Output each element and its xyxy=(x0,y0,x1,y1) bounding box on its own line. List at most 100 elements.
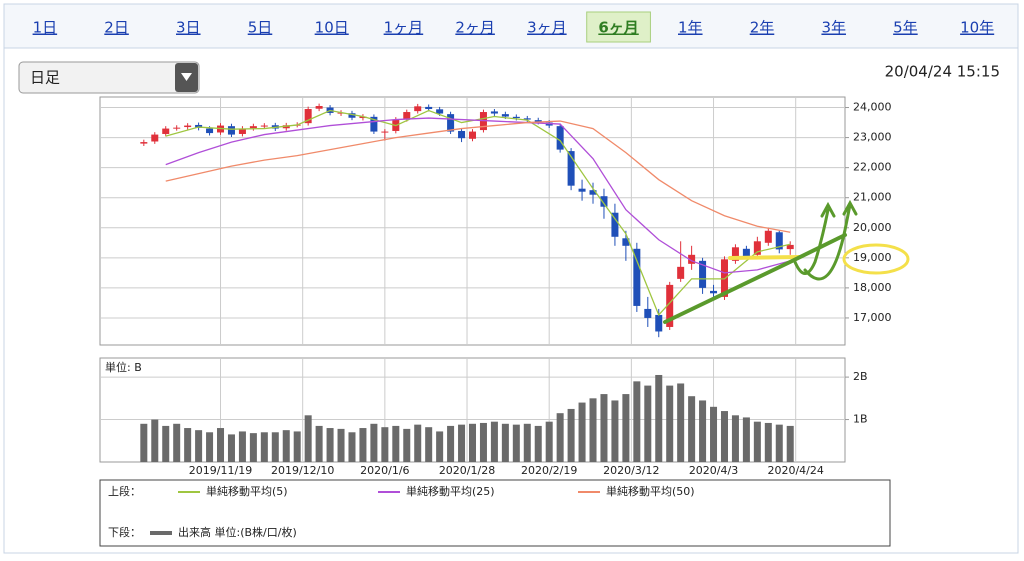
volume-bar xyxy=(567,408,575,462)
candle-body xyxy=(622,238,630,246)
legend-prefix: 下段： xyxy=(108,525,141,539)
timestamp: 20/04/24 15:15 xyxy=(885,63,1000,81)
x-tick-label: 2020/2/19 xyxy=(521,464,577,477)
x-tick-label: 2019/11/19 xyxy=(189,464,252,477)
candle-body xyxy=(249,126,257,129)
active-tab-bg xyxy=(586,11,651,43)
plots: 17,000 18,000 19,000 20,000 21,000 22,000 23,0… xyxy=(100,97,892,539)
volume-bar xyxy=(403,428,411,462)
candle-body xyxy=(556,126,564,150)
volume-bar xyxy=(677,383,685,462)
dropdown-box[interactable] xyxy=(18,61,200,94)
tab[interactable]: 2日 xyxy=(104,19,129,37)
dropdown-label[interactable]: 日足 xyxy=(30,69,60,87)
legend-prefix: 上段： xyxy=(108,484,141,498)
tab[interactable]: 10日 xyxy=(315,19,349,37)
volume-bar xyxy=(260,432,268,462)
y-tick-label: 1B xyxy=(853,413,868,426)
volume-bar xyxy=(720,411,728,462)
volume-bar xyxy=(173,423,181,462)
x-tick-label: 2020/1/6 xyxy=(360,464,409,477)
candle-body xyxy=(227,126,235,135)
volume-bar xyxy=(501,423,509,462)
tab[interactable]: 5日 xyxy=(248,19,273,37)
tab[interactable]: 3日 xyxy=(176,19,201,37)
volume-bar xyxy=(611,400,619,462)
candle-body xyxy=(184,125,192,128)
candle-body xyxy=(238,128,246,134)
tab[interactable]: 2ヶ月 xyxy=(455,19,495,37)
tab[interactable]: 1日 xyxy=(33,19,58,37)
y-tick-label: 19,000 xyxy=(853,251,892,264)
candle-body xyxy=(666,284,674,327)
volume-bar xyxy=(468,423,477,462)
candle-body xyxy=(414,106,422,112)
candle-body xyxy=(710,290,718,294)
volume-bar xyxy=(622,394,630,462)
candle-body xyxy=(600,196,608,207)
y-tick-label: 22,000 xyxy=(853,161,892,174)
candle-body xyxy=(655,314,663,332)
y-tick-label: 24,000 xyxy=(853,101,892,114)
hand-drawn-arrow xyxy=(793,201,836,275)
volume-bar xyxy=(699,400,707,462)
tab[interactable]: 10年 xyxy=(960,19,994,37)
volume-bar xyxy=(315,425,323,462)
volume-bar xyxy=(238,431,246,462)
candle-body xyxy=(447,114,455,132)
volume-bar xyxy=(556,413,564,462)
candle-body xyxy=(151,134,159,142)
candle-body xyxy=(753,241,761,255)
candle-body xyxy=(677,266,685,279)
volume-bar xyxy=(589,398,597,462)
volume-bar xyxy=(217,428,225,462)
candle-body xyxy=(764,230,772,243)
volume-bar xyxy=(688,396,696,462)
tab[interactable]: 2年 xyxy=(750,19,775,37)
candle-body xyxy=(699,260,707,288)
legend-label: 単純移動平均(25) xyxy=(406,484,495,498)
volume-bar xyxy=(184,428,192,462)
volume-bar xyxy=(490,421,498,462)
volume-bar xyxy=(293,431,301,462)
volume-bar xyxy=(151,419,159,462)
volume-bar xyxy=(479,422,487,462)
volume-bar xyxy=(337,428,345,462)
tab[interactable]: 1ヶ月 xyxy=(384,19,424,37)
tab-bar xyxy=(3,3,1019,49)
candle-body xyxy=(644,308,652,318)
volume-bar xyxy=(731,415,739,462)
tab[interactable]: 3年 xyxy=(821,19,846,37)
candle-body xyxy=(140,142,148,144)
volume-bar xyxy=(655,374,663,462)
tab[interactable]: 1年 xyxy=(678,19,703,37)
candle-body xyxy=(348,113,356,118)
dropdown[interactable]: 日足 xyxy=(18,61,200,94)
volume-bar xyxy=(786,425,794,462)
y-tick-label: 17,000 xyxy=(853,311,892,324)
volume-bar xyxy=(447,425,455,462)
tab[interactable]: 3ヶ月 xyxy=(527,19,567,37)
volume-bar xyxy=(458,424,466,462)
volume-bar xyxy=(578,402,586,462)
y-tick-label: 23,000 xyxy=(853,131,892,144)
volume-bar xyxy=(271,432,279,462)
volume-bar xyxy=(775,424,783,462)
y-tick-label: 2B xyxy=(853,370,868,383)
volume-bar xyxy=(140,423,148,462)
legend-label: 出来高 単位:(B株/口/枚) xyxy=(178,525,297,539)
tab[interactable]: 6ヶ月 xyxy=(598,19,638,37)
x-tick-label: 2020/4/3 xyxy=(689,464,738,477)
candle-body xyxy=(567,151,575,186)
candle-body xyxy=(260,125,268,127)
tab[interactable]: 5年 xyxy=(893,19,918,37)
hand-drawn-circle xyxy=(842,243,910,275)
volume-bar xyxy=(512,424,520,462)
x-tick-label: 2020/1/28 xyxy=(439,464,495,477)
volume-bar xyxy=(764,422,772,462)
volume-bar xyxy=(753,421,761,462)
candle-body xyxy=(315,106,323,109)
volume-bar xyxy=(370,423,378,462)
x-tick-label: 2020/4/24 xyxy=(767,464,823,477)
